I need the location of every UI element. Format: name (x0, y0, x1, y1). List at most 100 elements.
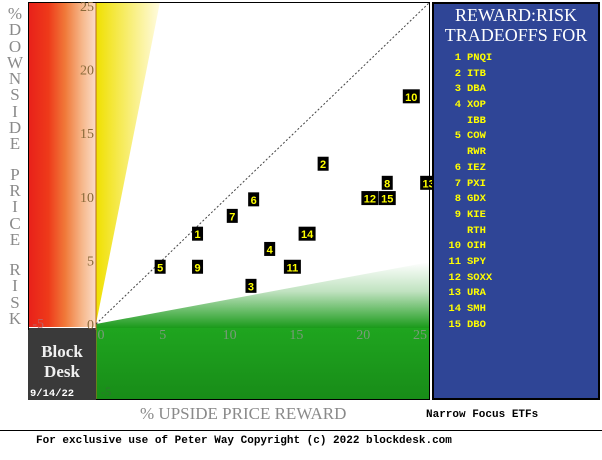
point-marker (378, 191, 396, 206)
legend-ticker: IEZ (467, 161, 486, 174)
y-axis-label-char: K (8, 309, 22, 329)
x-tick-label: 0 (98, 328, 105, 343)
point-label: 1 (194, 229, 200, 241)
legend-number: 13 (448, 287, 461, 300)
legend-number: 5 (454, 130, 461, 143)
footer-text: For exclusive use of Peter Way Copyright… (36, 435, 452, 447)
point-marker (264, 241, 276, 256)
caution-zone (96, 2, 160, 324)
legend-ticker: KIE (467, 208, 486, 221)
point-label: 14 (301, 229, 314, 241)
x-tick-label: 10 (223, 328, 237, 343)
point-marker (245, 278, 257, 293)
y-axis-label-char: W (6, 52, 24, 72)
point-label: 6 (251, 195, 257, 207)
legend-ticker: COW (467, 130, 486, 143)
legend-number: 10 (448, 240, 461, 253)
y-axis-label-char: C (9, 213, 21, 233)
legend-row: 11 SPY (434, 255, 598, 271)
y-tick-label: 15 (80, 127, 94, 142)
point-marker (226, 208, 238, 223)
point-label: 9 (194, 262, 200, 274)
legend-row: 2 ITB (434, 67, 598, 83)
legend-number: 9 (454, 208, 461, 221)
y-axis-label-char: E (9, 229, 21, 249)
y-axis-label-char: R (9, 260, 21, 280)
legend-ticker: RWR (467, 146, 486, 159)
point-label: 15 (381, 194, 393, 206)
legend-ticker: SMH (467, 303, 486, 315)
x-tick-label: 5 (159, 328, 166, 343)
legend-list: 1 PNQI 2 ITB 3 DBA 4 XOP IBB 5 COW RWR 6 IEZ 7 PXI 8 GDX 9… (434, 51, 598, 333)
legend-row: 13 URA (434, 286, 598, 302)
legend-panel: REWARD:RISK TRADEOFFS FOR 1 PNQI 2 ITB 3 DBA 4… (432, 2, 600, 400)
favorable-zone (96, 262, 430, 328)
plot-frame (28, 2, 430, 400)
point-marker (248, 192, 260, 207)
point-label: 5 (157, 262, 163, 274)
legend-number: 14 (448, 303, 461, 315)
chart-subtitle: Narrow Focus ETFs (426, 409, 539, 421)
legend-row: 1 PNQI (434, 51, 598, 67)
point-marker (192, 226, 204, 241)
legend-number: 15 (448, 318, 461, 331)
x-tick-label: 25 (413, 328, 427, 343)
legend-ticker: GDX (467, 193, 486, 206)
legend-ticker: XOP (467, 99, 486, 112)
risk-zone (28, 2, 96, 327)
point-marker (283, 259, 301, 274)
parity-line (95, 1, 431, 325)
y-axis-label-char: % (7, 4, 23, 23)
point-label: 3 (248, 281, 254, 293)
x-tick-label: 15 (289, 328, 303, 343)
point-marker (317, 156, 329, 171)
legend-title-line2: TRADEOFFS FOR (444, 25, 588, 45)
point-marker (361, 191, 379, 206)
legend-row: 4 XOP (434, 98, 598, 114)
legend-ticker: IBB (467, 114, 486, 127)
legend-row: 9 KIE (434, 208, 598, 224)
legend-number: 3 (454, 83, 461, 96)
legend-row: 3 DBA (434, 82, 598, 98)
point-marker (298, 226, 316, 241)
legend-ticker: SPY (467, 255, 486, 268)
y-axis-label-char: S (10, 292, 20, 312)
y-axis-label-char: O (8, 36, 22, 56)
y-axis-label-char: I (12, 276, 18, 296)
legend-row: 10 OIH (434, 239, 598, 255)
legend-row: 8 GDX (434, 192, 598, 208)
y-axis-label-char: P (10, 164, 20, 184)
y-axis-label-char: I (12, 101, 18, 121)
legend-number: 1 (454, 52, 461, 64)
footer-divider (0, 430, 602, 431)
point-label: 12 (364, 194, 376, 206)
point-label: 13 (423, 178, 435, 190)
y-axis-label-char: N (8, 69, 22, 89)
y-tick-label: 10 (80, 191, 94, 206)
logo-line1: Block (41, 342, 83, 361)
legend-number: 4 (454, 99, 461, 112)
point-marker (192, 259, 204, 274)
y-axis-label-char: D (8, 20, 22, 40)
legend-ticker: DBA (467, 83, 486, 96)
legend-ticker: ITB (467, 67, 486, 80)
legend-row: IBB (434, 114, 598, 130)
y-axis-label-char: R (9, 180, 21, 200)
y-tick-label: 25 (80, 0, 94, 15)
x-axis-label: % UPSIDE PRICE REWARD (140, 404, 347, 423)
point-marker (381, 175, 393, 190)
legend-ticker: URA (467, 287, 486, 300)
y-tick-label: 0 (87, 318, 94, 333)
legend-row: RTH (434, 224, 598, 240)
legend-number: 8 (454, 193, 461, 206)
legend-ticker: DBO (467, 318, 486, 331)
block-desk-logo: Block Desk 9/14/22 (28, 330, 96, 400)
chart-date: 9/14/22 (30, 388, 75, 400)
legend-row: 14 SMH (434, 302, 598, 318)
legend-row: 5 COW (434, 129, 598, 145)
favorable-floor (96, 328, 430, 400)
point-label: 8 (384, 178, 390, 190)
legend-ticker: OIH (467, 240, 486, 253)
legend-row: 7 PXI (434, 177, 598, 193)
